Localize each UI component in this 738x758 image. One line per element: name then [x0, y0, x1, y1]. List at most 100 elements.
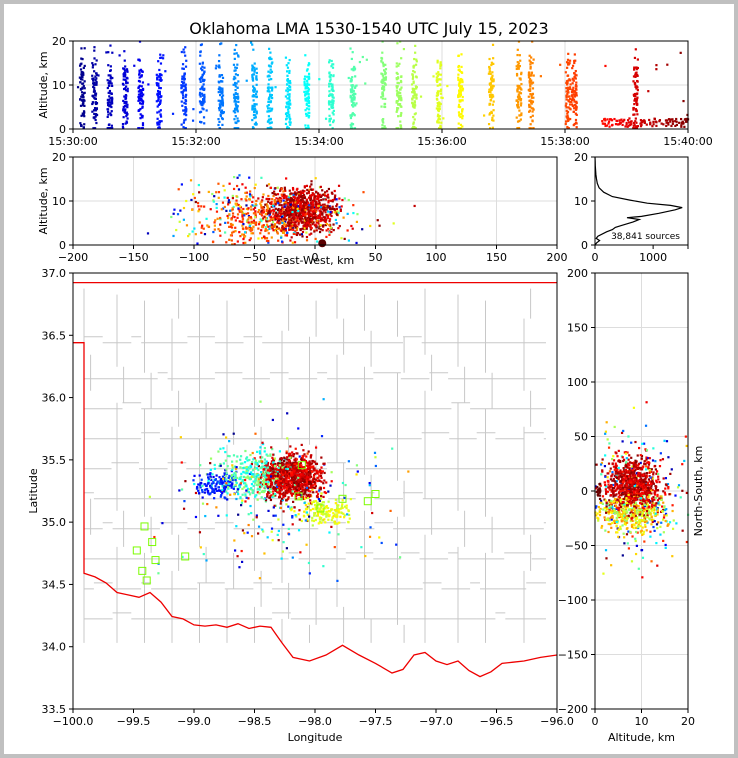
source-point [380, 541, 383, 545]
source-point [325, 213, 328, 217]
source-point [141, 127, 145, 130]
source-point [201, 74, 204, 77]
source-point [632, 108, 635, 111]
source-point [140, 74, 143, 77]
source-point [309, 471, 312, 475]
source-point [81, 113, 85, 117]
source-point [309, 194, 312, 197]
source-point [159, 115, 163, 118]
source-point [294, 459, 297, 462]
source-point [170, 215, 173, 219]
source-point [94, 63, 97, 66]
source-point [158, 68, 161, 72]
source-point [655, 64, 658, 67]
source-point [253, 105, 256, 108]
source-point [184, 480, 187, 483]
source-point [230, 460, 234, 463]
source-point [529, 60, 532, 64]
source-point [315, 469, 318, 472]
source-point [255, 199, 258, 202]
source-point [573, 59, 576, 63]
source-point [292, 200, 296, 203]
source-point [270, 127, 273, 130]
source-point [269, 453, 272, 456]
source-point [307, 92, 310, 96]
source-point [242, 478, 245, 482]
source-point [250, 535, 254, 538]
source-point [208, 473, 212, 476]
source-point [374, 456, 377, 459]
source-point [266, 454, 269, 457]
source-point [517, 127, 520, 130]
source-point [255, 90, 258, 93]
source-point [156, 117, 159, 120]
source-point [211, 240, 215, 244]
source-point [234, 471, 237, 474]
source-point [311, 199, 314, 202]
source-point [109, 77, 112, 80]
source-point [109, 81, 112, 84]
source-point [213, 467, 217, 470]
source-point [324, 117, 328, 120]
source-point [308, 572, 311, 575]
source-point [254, 214, 257, 217]
source-point [243, 482, 246, 485]
source-point [517, 103, 520, 106]
source-point [566, 125, 569, 129]
source-point [110, 92, 113, 96]
source-point [264, 474, 267, 477]
source-point [181, 84, 184, 87]
source-point [257, 532, 260, 535]
source-point [619, 121, 622, 124]
source-point [289, 123, 292, 126]
source-point [517, 62, 520, 65]
source-point [308, 111, 311, 115]
source-point [280, 459, 283, 462]
source-point [633, 68, 636, 71]
source-point [305, 184, 309, 187]
source-point [280, 213, 283, 216]
source-point [235, 105, 238, 108]
source-point [567, 99, 570, 102]
source-point [491, 103, 494, 106]
source-point [350, 122, 353, 125]
source-point [155, 100, 158, 103]
source-point [205, 559, 208, 562]
source-point [137, 90, 140, 93]
source-point [298, 474, 301, 477]
source-point [123, 110, 127, 113]
source-point [270, 460, 274, 463]
source-point [234, 85, 237, 88]
source-point [297, 199, 300, 203]
source-point [289, 210, 292, 213]
source-point [95, 83, 98, 86]
source-point [294, 469, 297, 472]
source-point [217, 514, 220, 517]
source-point [245, 457, 248, 460]
source-point [126, 87, 129, 90]
source-point [125, 89, 128, 92]
source-point [635, 99, 638, 102]
source-point [383, 102, 386, 106]
source-point [569, 97, 572, 101]
source-point [570, 100, 573, 104]
source-point [231, 468, 234, 472]
source-point [288, 80, 292, 83]
source-point [527, 95, 530, 98]
source-point [250, 194, 253, 197]
source-point [633, 113, 636, 116]
source-point [232, 93, 236, 96]
source-point [288, 69, 291, 73]
source-point [289, 203, 292, 206]
source-point [310, 183, 313, 186]
source-point [382, 118, 385, 121]
source-point [232, 230, 235, 233]
source-point [565, 106, 568, 109]
source-point [245, 204, 248, 207]
source-point [285, 234, 289, 237]
source-point [273, 492, 277, 496]
source-point [244, 466, 247, 469]
source-point [76, 86, 80, 89]
source-point [621, 123, 624, 127]
x-tick-label: 200 [547, 251, 568, 264]
